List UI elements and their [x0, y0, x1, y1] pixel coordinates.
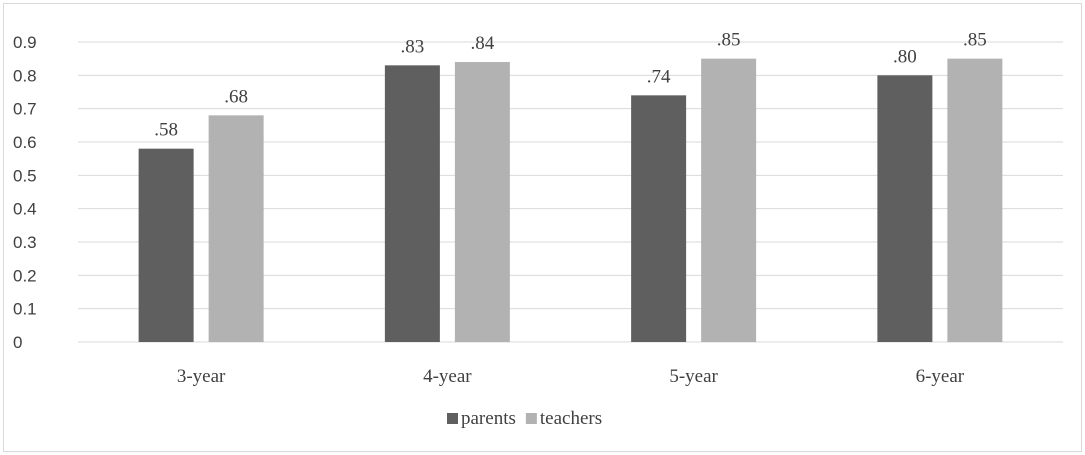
legend-label-teachers: teachers — [540, 408, 602, 429]
y-tick-label: 0.8 — [13, 66, 37, 85]
y-axis-ticks: 0 0.1 0.2 0.3 0.4 0.5 0.6 0.7 0.8 0.9 — [13, 33, 37, 352]
y-tick-label: 0 — [13, 333, 22, 352]
data-labels: .58 .68 .83 .84 .74 .85 .80 .85 — [154, 30, 987, 141]
y-tick-label: 0.9 — [13, 33, 37, 52]
y-tick-label: 0.5 — [13, 166, 37, 185]
data-label: .68 — [224, 86, 248, 107]
data-label: .74 — [647, 66, 671, 87]
data-label: .58 — [154, 120, 178, 141]
y-tick-label: 0.4 — [13, 200, 37, 219]
bar-teachers-3-year — [208, 115, 264, 342]
x-axis-categories: 3-year 4-year 5-year 6-year — [177, 366, 965, 387]
y-tick-label: 0.1 — [13, 300, 37, 319]
data-label: .80 — [893, 46, 917, 67]
legend-label-parents: parents — [461, 408, 516, 429]
bars — [138, 58, 1003, 343]
category-label: 4-year — [423, 366, 472, 387]
bar-teachers-6-year — [947, 58, 1003, 343]
y-tick-label: 0.2 — [13, 266, 37, 285]
category-label: 5-year — [669, 366, 718, 387]
legend: parents teachers — [447, 408, 602, 429]
data-label: .83 — [401, 36, 425, 57]
bar-teachers-4-year — [454, 62, 510, 342]
bar-teachers-5-year — [701, 58, 757, 343]
category-label: 6-year — [916, 366, 965, 387]
legend-swatch-teachers — [525, 413, 537, 424]
y-tick-label: 0.6 — [13, 133, 37, 152]
bar-parents-5-year — [631, 95, 687, 342]
data-label: .85 — [963, 30, 987, 51]
bar-parents-6-year — [877, 75, 933, 342]
bar-parents-3-year — [138, 148, 194, 342]
data-label: .85 — [717, 30, 741, 51]
data-label: .84 — [471, 33, 495, 54]
legend-swatch-parents — [447, 413, 458, 424]
y-tick-label: 0.3 — [13, 233, 37, 252]
category-label: 3-year — [177, 366, 226, 387]
y-tick-label: 0.7 — [13, 100, 37, 119]
bar-parents-4-year — [384, 65, 440, 342]
